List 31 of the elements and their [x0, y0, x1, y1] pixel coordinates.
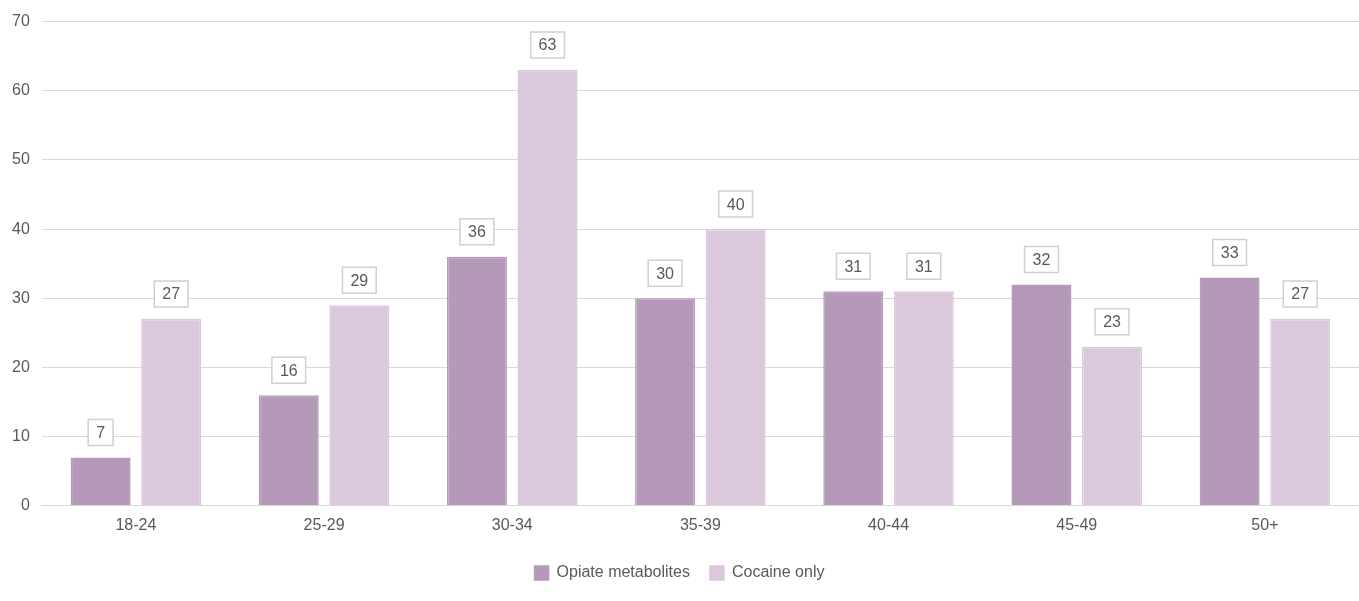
data-label: 27 [1291, 285, 1310, 303]
x-tick-label: 35-39 [679, 515, 721, 533]
data-label: 63 [538, 36, 557, 54]
y-tick-label: 10 [12, 427, 30, 445]
y-tick-label: 0 [20, 496, 30, 514]
y-tick-label: 20 [12, 357, 30, 375]
data-label: 32 [1032, 250, 1051, 268]
legend-label: Opiate metabolites [556, 563, 690, 581]
data-label: 40 [726, 195, 745, 213]
y-tick-label: 50 [12, 150, 30, 168]
data-label: 31 [844, 257, 863, 275]
x-tick-label: 25-29 [303, 515, 345, 533]
y-tick-label: 30 [12, 288, 30, 306]
y-tick-label: 70 [12, 12, 30, 30]
data-label: 23 [1103, 313, 1122, 331]
x-tick-label: 50+ [1251, 515, 1279, 533]
data-label: 27 [162, 285, 181, 303]
legend-label: Cocaine only [731, 563, 825, 581]
data-label: 29 [350, 271, 369, 289]
data-label: 33 [1220, 243, 1239, 261]
data-label: 31 [914, 257, 933, 275]
data-label: 36 [468, 223, 486, 241]
y-tick-label: 60 [12, 81, 30, 99]
x-tick-label: 30-34 [491, 515, 533, 533]
data-label: 7 [96, 423, 106, 441]
x-tick-label: 45-49 [1056, 515, 1098, 533]
y-tick-label: 40 [12, 219, 30, 237]
data-label: 30 [656, 264, 675, 282]
x-tick-label: 40-44 [868, 515, 910, 533]
x-tick-label: 18-24 [115, 515, 157, 533]
data-label: 16 [279, 361, 298, 379]
